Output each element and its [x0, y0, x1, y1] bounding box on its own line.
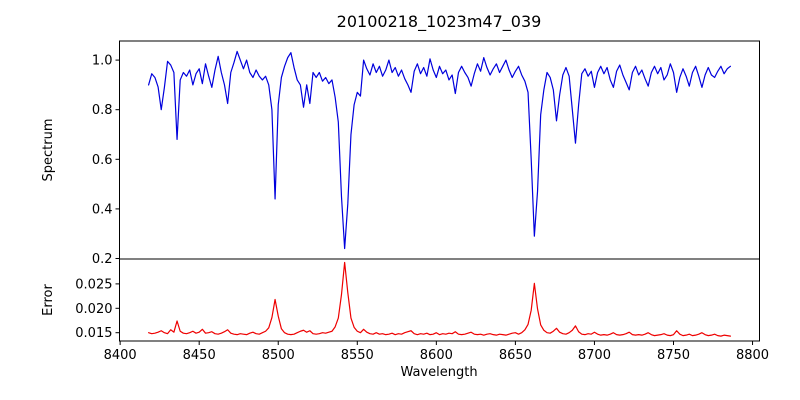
x-tick-label: 8600 [420, 348, 453, 363]
x-tick-label: 8500 [262, 348, 295, 363]
y-tick-label: 0.020 [75, 302, 112, 317]
x-tick-label: 8650 [499, 348, 532, 363]
y-tick-label: 0.025 [75, 277, 112, 292]
x-tick-label: 8700 [578, 348, 611, 363]
x-tick-label: 8800 [736, 348, 769, 363]
x-axis-label: Wavelength [400, 365, 477, 380]
y-tick-label: 0.6 [92, 153, 113, 168]
y-tick-label: 0.015 [75, 326, 112, 341]
y-axis-label-spectrum: Spectrum [41, 119, 56, 182]
chart-title: 20100218_1023m47_039 [337, 12, 542, 32]
x-tick-label: 8550 [341, 348, 374, 363]
y-tick-label: 0.8 [92, 103, 113, 118]
spectrum-line [147, 50, 732, 250]
subplot-frame [119, 258, 760, 342]
subplot-frame [119, 40, 760, 260]
y-tick-label: 0.4 [92, 202, 113, 217]
x-tick-label: 8750 [657, 348, 690, 363]
x-tick-label: 8400 [104, 348, 137, 363]
y-tick-label: 0.2 [92, 252, 113, 267]
y-axis-label-error: Error [41, 284, 56, 316]
y-tick-label: 1.0 [92, 54, 113, 69]
plot-layers: 0.2 0.4 0.6 0.8 1.0 0.015 0.020 0.025 8400 8450 85… [75, 40, 769, 363]
x-tick-label: 8450 [183, 348, 216, 363]
error-line [147, 261, 732, 337]
